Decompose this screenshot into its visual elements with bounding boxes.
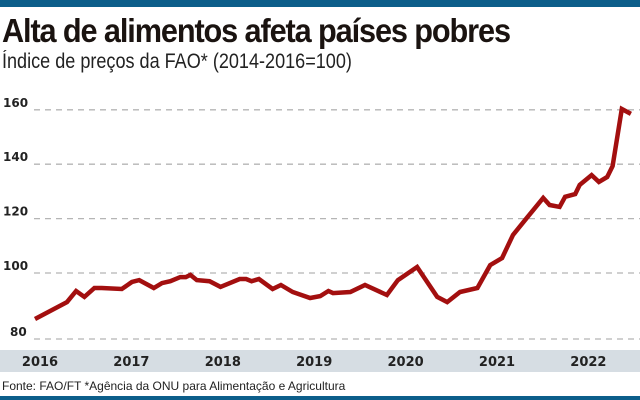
y-tick-label: 120 <box>3 205 28 219</box>
x-tick-label: 2022 <box>570 355 606 370</box>
bottom-accent-bar <box>0 396 640 400</box>
x-tick-label: 2017 <box>113 355 149 370</box>
series-line <box>33 105 632 321</box>
chart-subtitle: Índice de preços da FAO* (2014-2016=100) <box>2 50 352 73</box>
top-accent-bar <box>0 0 640 7</box>
x-tick-label: 2020 <box>388 355 424 370</box>
chart-title: Alta de alimentos afeta países pobres <box>2 12 511 49</box>
x-tick-label: 2018 <box>205 355 241 370</box>
y-tick-label: 80 <box>10 325 27 339</box>
y-tick-label: 140 <box>3 150 28 164</box>
y-tick-label: 160 <box>3 96 28 110</box>
y-tick-label: 100 <box>3 259 28 273</box>
x-tick-label: 2019 <box>296 355 332 370</box>
x-tick-label: 2016 <box>22 355 58 370</box>
x-tick-label: 2021 <box>479 355 515 370</box>
source-note: Fonte: FAO/FT *Agência da ONU para Alime… <box>2 379 346 393</box>
x-axis-band <box>0 350 640 372</box>
